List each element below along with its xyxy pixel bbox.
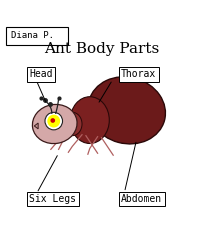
Text: Six Legs: Six Legs: [29, 194, 76, 204]
Ellipse shape: [88, 77, 165, 144]
Text: Abdomen: Abdomen: [120, 194, 161, 204]
Circle shape: [50, 118, 55, 123]
Circle shape: [47, 115, 60, 127]
Text: Thorax: Thorax: [120, 69, 156, 79]
Ellipse shape: [70, 97, 109, 144]
FancyBboxPatch shape: [6, 27, 68, 45]
Polygon shape: [34, 123, 38, 129]
Circle shape: [45, 112, 62, 130]
Ellipse shape: [32, 104, 77, 144]
Text: Ant Body Parts: Ant Body Parts: [44, 42, 158, 56]
Text: Head: Head: [29, 69, 53, 79]
Text: Diana P.: Diana P.: [11, 31, 54, 40]
Ellipse shape: [62, 112, 82, 136]
